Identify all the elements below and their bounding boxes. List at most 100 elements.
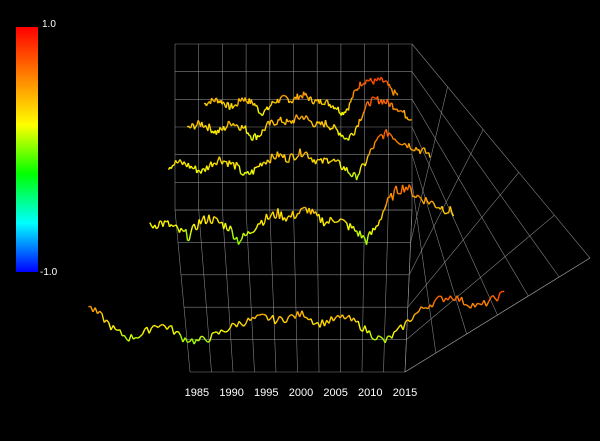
series-segment <box>367 153 370 157</box>
series-segment <box>180 227 184 232</box>
series-segment <box>359 230 363 239</box>
series-segment <box>380 211 384 220</box>
series-segment <box>395 185 399 194</box>
series-segment <box>387 335 390 338</box>
series-segment <box>287 215 290 218</box>
series-segment <box>336 159 339 162</box>
series-segment <box>293 217 297 220</box>
series-segment <box>363 107 367 112</box>
series-segment <box>358 166 362 174</box>
series-segment <box>382 99 386 103</box>
series-segment <box>434 297 438 302</box>
series-segment <box>267 318 271 321</box>
series-segment <box>341 218 344 221</box>
series-segment <box>245 100 248 103</box>
series-segment <box>231 106 235 109</box>
series-segment <box>321 157 325 164</box>
grid-line <box>361 209 365 373</box>
series-segment <box>224 222 228 231</box>
series-segment <box>209 333 213 342</box>
series-segment <box>357 173 360 176</box>
series-segment <box>193 339 198 345</box>
series-segment <box>285 216 289 222</box>
x-tick-label: 1995 <box>254 387 278 399</box>
series-segment <box>223 160 226 163</box>
series-segment <box>250 99 254 104</box>
series-segment <box>382 208 386 213</box>
series-segment <box>222 101 225 104</box>
series-segment <box>442 297 447 303</box>
series-segment <box>348 173 352 177</box>
series-segment <box>456 295 460 302</box>
grid-line <box>174 209 191 373</box>
series-segment <box>268 105 271 109</box>
series-segment <box>207 340 211 343</box>
series-segment <box>288 314 292 318</box>
series-segment <box>352 133 355 136</box>
series-segment <box>326 158 329 164</box>
series-segment <box>428 201 432 205</box>
series-segment <box>370 227 374 235</box>
series-segment <box>274 157 277 160</box>
series-segment <box>336 220 339 223</box>
series-segment <box>285 95 288 98</box>
series-segment <box>167 220 171 227</box>
series-segment <box>335 160 338 163</box>
series-segment <box>229 225 233 230</box>
series-segment <box>338 218 341 222</box>
series-segment <box>320 103 323 106</box>
series-segment <box>229 322 233 329</box>
series-segment <box>211 216 215 224</box>
series-segment <box>220 329 224 332</box>
series-segment <box>314 99 317 102</box>
series-segment <box>355 175 359 181</box>
series-segment <box>282 121 285 124</box>
series-segment <box>196 219 200 230</box>
series-segment <box>328 216 332 224</box>
series-segment <box>353 127 357 135</box>
series-segment <box>170 325 175 335</box>
series-segment <box>256 107 260 113</box>
series-segment <box>293 158 297 161</box>
series-segment <box>389 133 393 137</box>
series-segment <box>393 89 397 94</box>
series-segment <box>436 295 440 299</box>
series-segment <box>312 102 315 105</box>
series-segment <box>404 142 407 146</box>
series-segment <box>449 295 454 300</box>
series-segment <box>150 324 155 329</box>
series-segment <box>252 230 256 233</box>
series-segment <box>449 206 453 213</box>
series-segment <box>483 300 487 307</box>
series-segment <box>330 316 335 322</box>
series-segment <box>265 315 269 321</box>
series-segment <box>479 303 483 306</box>
series-segment <box>407 319 411 323</box>
series-segment <box>157 220 161 228</box>
series-segment <box>264 125 267 131</box>
series-segment <box>90 306 94 313</box>
series-segment <box>469 302 474 309</box>
series-segment <box>347 135 351 141</box>
series-segment <box>205 103 208 107</box>
series-segment <box>323 223 327 227</box>
series-segment <box>371 80 374 83</box>
series-segment <box>420 197 423 202</box>
series-segment <box>323 101 327 106</box>
series-segment <box>443 211 446 215</box>
series-segment <box>227 120 231 124</box>
series-segment <box>328 316 332 324</box>
series-segment <box>130 334 135 340</box>
series-segment <box>409 319 413 323</box>
series-segment <box>408 119 411 121</box>
series-segment <box>265 213 269 220</box>
series-segment <box>290 314 294 316</box>
series-segment <box>360 163 363 168</box>
series-segment <box>337 106 340 113</box>
series-segment <box>225 330 229 333</box>
series-segment <box>370 147 373 150</box>
series-segment <box>185 229 189 241</box>
series-segment <box>197 336 202 342</box>
grid-line <box>293 209 298 373</box>
series-segment <box>465 304 469 307</box>
